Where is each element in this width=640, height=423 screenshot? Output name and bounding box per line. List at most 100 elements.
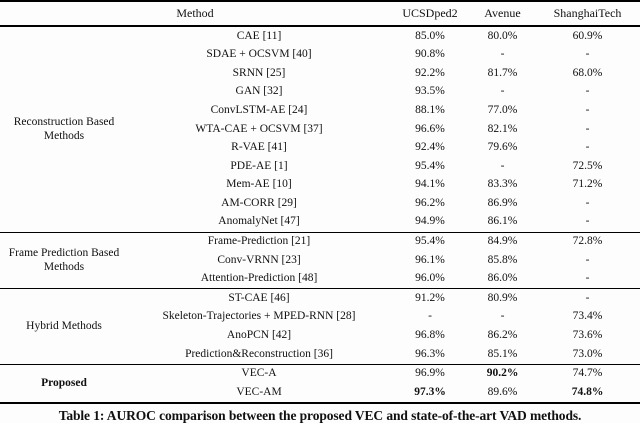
table-row: Proposed VEC-A 96.9% 90.2% 74.7% bbox=[0, 364, 640, 389]
table-row: Prediction&Reconstruction [36] 96.3% 85.… bbox=[0, 345, 640, 364]
value-cell: 72.5% bbox=[572, 159, 603, 172]
value-cell: - bbox=[585, 141, 590, 154]
method-cell: Attention-Prediction [48] bbox=[200, 272, 318, 285]
table-row: AM-CORR [29] 96.2% 86.9% - bbox=[0, 194, 640, 213]
value-cell: 96.6% bbox=[415, 122, 445, 135]
method-cell: AM-CORR [29] bbox=[221, 196, 297, 209]
value-cell: - bbox=[585, 122, 590, 135]
table-row: R-VAE [41] 92.4% 79.6% - bbox=[0, 139, 640, 158]
value-cell: 95.4% bbox=[415, 159, 445, 172]
value-cell: 96.0% bbox=[415, 272, 445, 285]
method-cell: Mem-AE [10] bbox=[226, 178, 292, 191]
value-cell-best: 97.3% bbox=[414, 385, 446, 398]
method-cell: Prediction&Reconstruction [36] bbox=[185, 347, 333, 360]
value-cell: 86.9% bbox=[487, 196, 518, 209]
value-cell: 88.1% bbox=[415, 103, 445, 116]
table-row: AnoPCN [42] 96.8% 86.2% 73.6% bbox=[0, 327, 640, 346]
method-cell: ConvLSTM-AE [24] bbox=[210, 103, 308, 116]
value-cell: 73.4% bbox=[572, 310, 603, 323]
value-cell: 74.7% bbox=[572, 367, 603, 380]
value-cell: 85.0% bbox=[415, 29, 445, 42]
value-cell: - bbox=[428, 310, 432, 323]
method-cell: SDAE + OCSVM [40] bbox=[206, 48, 312, 61]
value-cell: 86.2% bbox=[487, 329, 518, 342]
group-label-frame-prediction: Frame Prediction Based Methods bbox=[8, 247, 120, 274]
table-row: Attention-Prediction [48] 96.0% 86.0% - bbox=[0, 270, 640, 289]
auroc-comparison-table: Method UCSDped2 Avenue ShanghaiTech Reco… bbox=[0, 0, 640, 404]
table-row: AnomalyNet [47] 94.9% 86.1% - bbox=[0, 213, 640, 232]
table-row: WTA-CAE + OCSVM [37] 96.6% 82.1% - bbox=[0, 120, 640, 139]
value-cell: - bbox=[500, 310, 505, 323]
method-cell: ST-CAE [46] bbox=[228, 291, 290, 304]
value-cell: 73.6% bbox=[572, 329, 603, 342]
table-caption: Table 1: AUROC comparison between the pr… bbox=[58, 407, 582, 423]
table-row: SDAE + OCSVM [40] 90.8% - - bbox=[0, 46, 640, 65]
group-reconstruction: Reconstruction Based Methods CAE [11] 85… bbox=[0, 26, 640, 232]
method-cell: R-VAE [41] bbox=[231, 141, 287, 154]
value-cell: 96.8% bbox=[415, 329, 445, 342]
method-cell: GAN [32] bbox=[235, 85, 283, 98]
value-cell: - bbox=[585, 272, 590, 285]
value-cell: 89.6% bbox=[487, 385, 518, 398]
value-cell: 86.0% bbox=[487, 272, 518, 285]
col-header-method: Method bbox=[176, 6, 214, 20]
value-cell: - bbox=[585, 196, 590, 209]
table-row: GAN [32] 93.5% - - bbox=[0, 83, 640, 102]
value-cell: 83.3% bbox=[487, 178, 518, 191]
group-label-proposed: Proposed bbox=[41, 377, 87, 390]
method-cell: Frame-Prediction [21] bbox=[207, 235, 311, 248]
value-cell: - bbox=[585, 291, 590, 304]
method-cell: PDE-AE [1] bbox=[230, 159, 288, 172]
col-header-ucsdped2: UCSDped2 bbox=[402, 6, 458, 20]
group-proposed: Proposed VEC-A 96.9% 90.2% 74.7% VEC-AM … bbox=[0, 364, 640, 403]
value-cell: 96.1% bbox=[415, 253, 445, 266]
value-cell: 96.9% bbox=[415, 367, 445, 380]
value-cell: 80.9% bbox=[487, 291, 518, 304]
value-cell: 71.2% bbox=[572, 178, 603, 191]
table-row: Conv-VRNN [23] 96.1% 85.8% - bbox=[0, 251, 640, 270]
value-cell: 81.7% bbox=[487, 66, 518, 79]
col-header-shanghaitech: ShanghaiTech bbox=[553, 6, 622, 20]
value-cell: 92.4% bbox=[415, 141, 445, 154]
value-cell: 91.2% bbox=[415, 291, 445, 304]
col-header-avenue: Avenue bbox=[484, 6, 521, 20]
value-cell: 90.8% bbox=[415, 48, 445, 61]
table-row: PDE-AE [1] 95.4% - 72.5% bbox=[0, 157, 640, 176]
method-cell: Conv-VRNN [23] bbox=[217, 253, 301, 266]
group-frame-prediction: Frame Prediction Based Methods Frame-Pre… bbox=[0, 232, 640, 289]
value-cell: 94.1% bbox=[415, 178, 445, 191]
value-cell: - bbox=[585, 85, 590, 98]
method-cell: WTA-CAE + OCSVM [37] bbox=[195, 122, 323, 135]
value-cell: 77.0% bbox=[487, 103, 518, 116]
method-cell: VEC-AM bbox=[236, 385, 282, 398]
table-row: Reconstruction Based Methods CAE [11] 85… bbox=[0, 26, 640, 142]
value-cell: 96.2% bbox=[415, 196, 445, 209]
value-cell-best: 90.2% bbox=[486, 367, 519, 380]
value-cell: 80.0% bbox=[487, 29, 518, 42]
value-cell: - bbox=[585, 103, 590, 116]
method-cell: VEC-A bbox=[241, 367, 277, 380]
value-cell: - bbox=[585, 48, 590, 61]
value-cell: - bbox=[500, 159, 505, 172]
table-row: VEC-AM 97.3% 89.6% 74.8% bbox=[0, 383, 640, 403]
value-cell: - bbox=[500, 85, 505, 98]
table-header: Method UCSDped2 Avenue ShanghaiTech bbox=[0, 1, 640, 26]
method-cell: AnomalyNet [47] bbox=[218, 215, 300, 228]
table-row: ConvLSTM-AE [24] 88.1% 77.0% - bbox=[0, 101, 640, 120]
value-cell: 93.5% bbox=[415, 85, 445, 98]
value-cell: 82.1% bbox=[487, 122, 518, 135]
method-cell: Skeleton-Trajectories + MPED-RNN [28] bbox=[162, 310, 356, 323]
value-cell: 72.8% bbox=[572, 235, 603, 248]
value-cell: - bbox=[500, 48, 505, 61]
value-cell: 92.2% bbox=[415, 66, 445, 79]
value-cell: 73.0% bbox=[572, 347, 603, 360]
header-row: Method UCSDped2 Avenue ShanghaiTech bbox=[0, 1, 640, 26]
value-cell: 84.9% bbox=[487, 235, 518, 248]
table-row: SRNN [25] 92.2% 81.7% 68.0% bbox=[0, 64, 640, 83]
value-cell: 79.6% bbox=[487, 141, 518, 154]
method-cell: CAE [11] bbox=[236, 29, 282, 42]
table-row: Skeleton-Trajectories + MPED-RNN [28] - … bbox=[0, 308, 640, 327]
value-cell: 86.1% bbox=[487, 215, 518, 228]
table-row: Frame Prediction Based Methods Frame-Pre… bbox=[0, 232, 640, 273]
